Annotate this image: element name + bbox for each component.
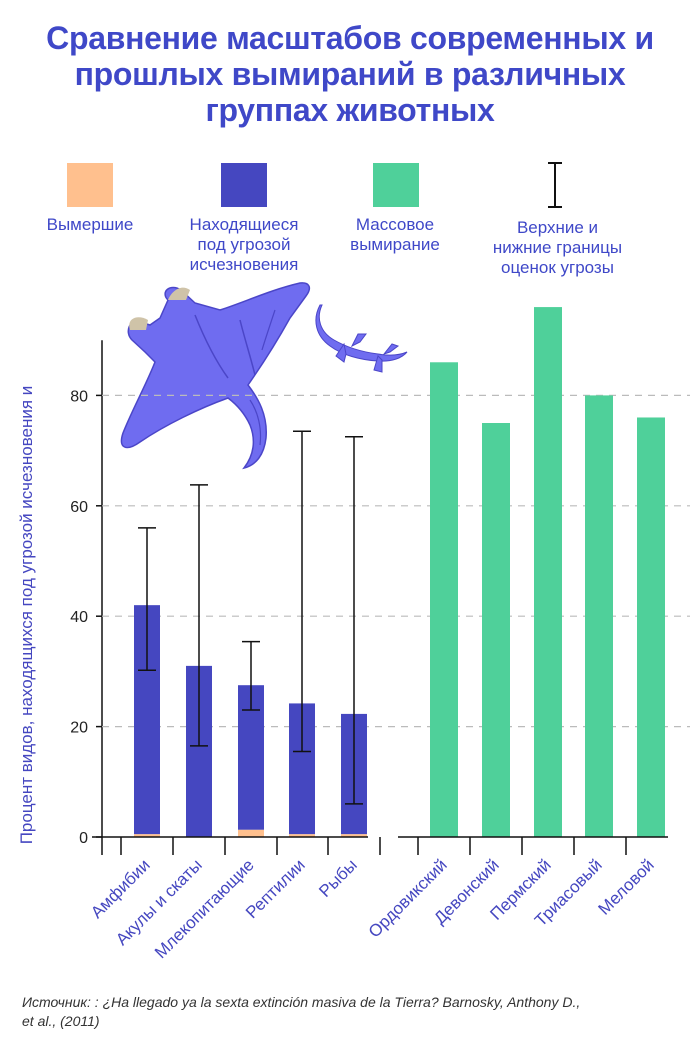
y-tick-label: 0 <box>79 830 88 847</box>
title-line: Сравнение масштабов современных и <box>46 20 654 56</box>
legend-label-extinct: Вымершие <box>46 215 134 234</box>
y-tick-label: 20 <box>70 720 88 737</box>
bar-mass-extinction <box>482 423 510 837</box>
x-axis <box>92 836 668 855</box>
error-bar <box>242 640 260 711</box>
legend-swatch-threatened <box>221 163 267 207</box>
source-note: Источник: : ¿Ha llegado ya la sexta exti… <box>22 994 581 1029</box>
manta-ray-icon <box>120 282 311 470</box>
y-axis: 0 20 40 60 80 <box>70 340 103 847</box>
bar-mass-extinction <box>534 307 562 838</box>
bars <box>134 307 665 838</box>
y-axis-label: Процент видов, находящихся под угрозой и… <box>17 386 36 845</box>
bar-mass-extinction <box>430 362 458 837</box>
error-bar <box>345 436 363 805</box>
error-bar <box>293 430 311 753</box>
legend-swatch-extinct <box>67 163 113 207</box>
y-tick-label: 40 <box>70 609 88 626</box>
x-tick-label: Рыбы <box>315 855 361 901</box>
legend-label-bounds: Верхние и нижние границы оценок угрозы <box>492 218 623 277</box>
legend-swatch-mass <box>373 163 419 207</box>
error-bar <box>190 484 208 747</box>
y-tick-label: 80 <box>70 388 88 405</box>
lizard-icon <box>315 304 408 373</box>
chart-title: Сравнение масштабов современных и прошлы… <box>0 20 700 128</box>
error-bars <box>138 430 363 805</box>
error-bar-icon <box>548 162 562 208</box>
title-line: прошлых вымираний в различных <box>74 56 626 92</box>
title-line: группах животных <box>205 92 495 128</box>
bar-extinct <box>289 834 315 837</box>
bar-extinct <box>341 834 367 837</box>
legend-label-mass: Массовое вымирание <box>350 215 440 254</box>
bar-extinct <box>238 829 264 837</box>
bar-extinct <box>134 834 160 837</box>
bar-mass-extinction <box>637 417 665 837</box>
legend-label-threatened: Находящиеся под угрозой исчезновения <box>189 215 299 274</box>
x-tick-label: Ордовикский <box>365 855 451 941</box>
y-tick-label: 60 <box>70 499 88 516</box>
error-bar <box>138 527 156 672</box>
x-tick-label: Меловой <box>594 855 657 918</box>
bar-mass-extinction <box>585 395 613 837</box>
